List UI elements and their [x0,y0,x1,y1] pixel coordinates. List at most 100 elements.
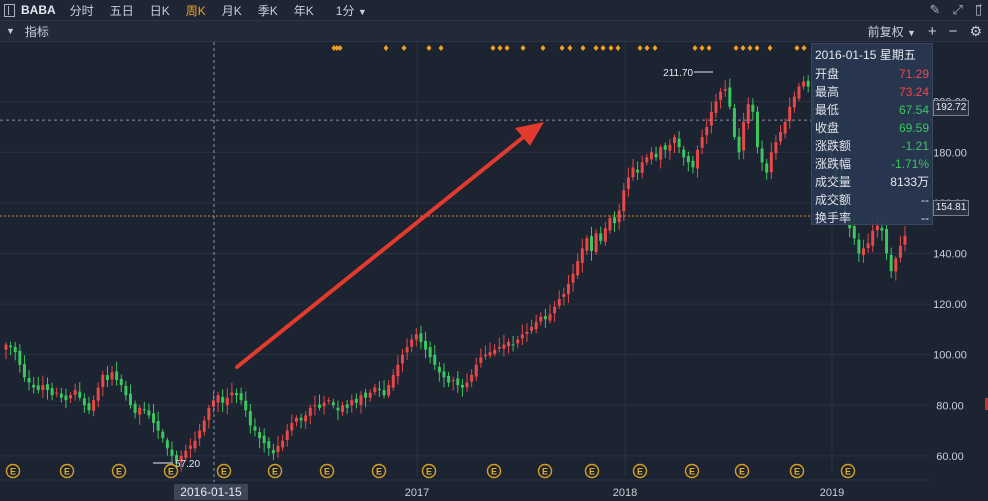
tab-yearly[interactable]: 年K [293,3,314,18]
expand-icon[interactable]: ⤢ [952,2,963,17]
candle-body [405,347,409,353]
candle-body [13,346,17,353]
candle-body [903,235,907,245]
earnings-marker-label: E [637,467,643,477]
earnings-marker [421,463,437,479]
earnings-marker [840,463,856,479]
tab-daily[interactable]: 日K [149,3,170,18]
candle-body [696,149,700,169]
tab-weekly[interactable]: 周K [185,3,206,18]
earnings-marker-label: E [542,467,548,477]
info-value: 67.54 [898,103,929,117]
candle-body [700,137,704,148]
event-diamond-marker [692,45,698,51]
earnings-marker [111,463,127,479]
candle-body [87,403,91,411]
candle-body [806,80,810,87]
earnings-marker [163,463,179,479]
earnings-marker-label: E [689,467,695,477]
candle-body [580,248,584,263]
candle-body [520,334,524,339]
candle-body [603,228,607,242]
info-value: -1.71% [890,157,929,171]
candle-body [746,104,750,124]
info-value: -1.21 [901,139,929,153]
candle-body [599,233,603,241]
earnings-marker [5,463,21,479]
info-value: 71.29 [898,67,929,81]
earnings-marker-label: E [168,467,174,477]
candle-body [4,344,8,350]
candle-body [110,372,114,380]
event-diamond-marker [747,45,753,51]
tab-quarterly[interactable]: 季K [257,3,278,18]
candle-body [474,364,478,377]
candle-body [221,397,225,403]
candle-body [507,342,511,347]
candle-body [502,344,506,349]
info-key: 开盘 [815,67,840,81]
y-tick-label: 60.00 [936,451,964,463]
event-diamond-marker [652,45,658,51]
candle-body [18,350,22,365]
info-key: 涨跌额 [815,139,852,153]
trend-arrow-head [515,122,544,146]
collapse-triangle-icon[interactable]: ▼ [6,26,15,36]
candle-body [248,411,252,426]
trend-arrow-shaft [235,133,528,369]
earnings-marker-label: E [845,467,851,477]
candle-body [732,108,736,138]
candle-body [783,121,787,134]
interval-select[interactable]: 1分 ▼ [336,2,367,19]
candle-body [32,384,36,388]
info-row-close: 收盘 69.59 [812,119,932,137]
candle-body [686,156,690,163]
candle-body [465,382,469,388]
event-diamond-marker [794,45,800,51]
gear-icon[interactable]: ⚙ [969,22,982,39]
collapse-right-icon[interactable]: ▯⃗ [974,2,982,17]
earnings-marker [59,463,75,479]
candle-body [659,147,663,160]
event-diamond-marker [600,45,606,51]
tab-intraday[interactable]: 分时 [69,3,94,18]
info-value: 69.59 [898,121,929,135]
tab-monthly[interactable]: 月K [221,3,242,18]
add-icon[interactable]: + [927,22,937,40]
event-diamond-marker [615,45,621,51]
top-toolbar: BABA 分时 五日 日K 周K 月K 季K 年K 1分 ▼ ✎ ⤢ ▯⃗ [0,0,988,21]
symbol-area[interactable]: BABA [4,3,56,17]
panel-toggle-icon[interactable] [4,3,15,17]
candle-body [299,417,303,421]
earnings-marker [734,463,750,479]
event-diamond-marker [740,45,746,51]
adjust-select[interactable]: 前复权 ▼ [868,23,916,40]
candle-body [677,138,681,148]
candle-body [9,345,13,348]
candle-body [751,104,755,112]
candle-body [313,405,317,407]
candle-body [483,354,487,357]
candle-body [336,407,340,411]
candle-body [765,163,769,173]
y-tick-label: 80.00 [936,400,964,412]
candle-body [543,316,547,320]
candle-body [64,395,68,401]
candle-body [516,339,520,344]
indicator-label[interactable]: 指标 [24,24,49,39]
tab-five-day[interactable]: 五日 [109,3,134,18]
candle-body [396,364,400,377]
candle-body [193,440,197,449]
candle-body [714,101,718,113]
earnings-marker [319,463,335,479]
candle-body [792,96,796,108]
pencil-icon[interactable]: ✎ [929,2,941,17]
event-diamond-marker [497,45,503,51]
event-diamond-marker [644,45,650,51]
event-diamond-marker [593,45,599,51]
candle-body [198,430,202,439]
minus-icon[interactable]: − [948,22,958,40]
edge-indicator [985,398,988,410]
candle-body [460,384,464,388]
candle-body [779,132,783,142]
